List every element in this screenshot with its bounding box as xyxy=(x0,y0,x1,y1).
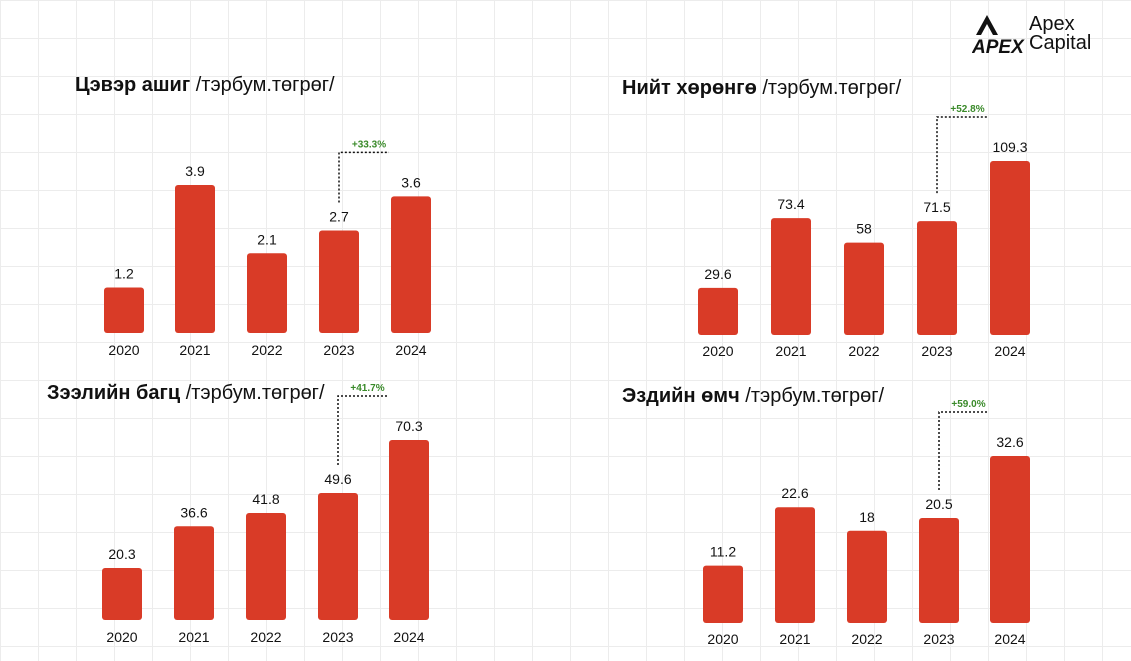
x-tick-2020: 2020 xyxy=(707,631,738,647)
chart-title-text: Зээлийн багц xyxy=(47,382,181,404)
x-tick-2020: 2020 xyxy=(108,342,139,358)
x-tick-2021: 2021 xyxy=(775,343,806,359)
value-label-2023: 2.7 xyxy=(329,209,349,225)
bar-2023 xyxy=(917,221,957,335)
x-tick-2022: 2022 xyxy=(251,342,282,358)
value-label-2020: 11.2 xyxy=(710,544,736,560)
brand-line-2: Capital xyxy=(1029,32,1092,54)
growth-bracket xyxy=(337,395,387,466)
bar-2024 xyxy=(389,440,429,620)
bar-2023 xyxy=(318,493,358,620)
value-label-2022: 2.1 xyxy=(257,231,277,247)
bar-2021 xyxy=(174,526,214,620)
bar-2022 xyxy=(847,530,887,623)
bar-2021 xyxy=(771,218,811,335)
x-tick-2023: 2023 xyxy=(921,343,952,359)
value-label-2023: 49.6 xyxy=(324,471,351,487)
chart-title-net-profit: Цэвэр ашиг /тэрбум.төгрөг/ xyxy=(75,74,335,97)
chart-title-text: Эздийн өмч xyxy=(622,385,740,407)
value-label-2024: 109.3 xyxy=(992,139,1027,155)
x-tick-2024: 2024 xyxy=(393,629,424,645)
chart-title-loan-portfolio: Зээлийн багц /тэрбум.төгрөг/ xyxy=(47,382,325,405)
x-tick-2022: 2022 xyxy=(250,629,281,645)
value-label-2021: 73.4 xyxy=(777,196,804,212)
value-label-2023: 20.5 xyxy=(925,496,952,512)
x-tick-2021: 2021 xyxy=(179,342,210,358)
growth-label: +33.3% xyxy=(352,139,386,150)
brand-name: Apex Capital xyxy=(1029,13,1092,54)
bar-2024 xyxy=(391,196,431,333)
bar-2024 xyxy=(990,161,1030,335)
x-tick-2020: 2020 xyxy=(106,629,137,645)
chart-title-unit: /тэрбум.төгрөг/ xyxy=(185,382,325,404)
bar-2022 xyxy=(246,512,286,620)
bar-2023 xyxy=(319,230,359,333)
value-label-2020: 1.2 xyxy=(114,265,134,281)
growth-label: +52.8% xyxy=(950,104,984,115)
apex-capital-logo: APEX Apex Capital xyxy=(971,13,1112,59)
value-label-2022: 41.8 xyxy=(252,491,279,507)
value-label-2021: 3.9 xyxy=(185,163,205,179)
x-tick-2024: 2024 xyxy=(994,631,1025,647)
value-label-2021: 36.6 xyxy=(180,504,207,520)
bar-2024 xyxy=(990,456,1030,623)
chart-title-equity: Эздийн өмч /тэрбум.төгрөг/ xyxy=(622,385,884,408)
value-label-2020: 20.3 xyxy=(108,546,135,562)
value-label-2020: 29.6 xyxy=(704,266,731,282)
chart-title-total-assets: Нийт хөрөнгө /тэрбум.төгрөг/ xyxy=(622,77,901,100)
x-tick-2023: 2023 xyxy=(322,629,353,645)
bar-2022 xyxy=(844,242,884,335)
apex-logo-wordmark: APEX xyxy=(972,37,1025,57)
x-tick-2024: 2024 xyxy=(395,342,426,358)
bar-2020 xyxy=(703,565,743,623)
chart-title-unit: /тэрбум.төгрөг/ xyxy=(762,77,902,99)
bar-2020 xyxy=(104,287,144,333)
bar-2021 xyxy=(175,185,215,333)
growth-bracket xyxy=(936,116,988,194)
bar-2021 xyxy=(775,507,815,623)
x-tick-2022: 2022 xyxy=(848,343,879,359)
chart-title-text: Цэвэр ашиг xyxy=(75,74,191,96)
bar-2020 xyxy=(102,568,142,620)
x-tick-2021: 2021 xyxy=(779,631,810,647)
growth-label: +41.7% xyxy=(350,383,384,394)
bar-2023 xyxy=(919,517,959,623)
x-tick-2021: 2021 xyxy=(178,629,209,645)
value-label-2024: 32.6 xyxy=(996,434,1023,450)
x-tick-2024: 2024 xyxy=(994,343,1025,359)
value-label-2022: 18 xyxy=(859,509,875,525)
chart-total-assets: 29.6 2020 73.4 2021 58 2022 71.5 2023 109.3 2024 +… xyxy=(698,104,1030,359)
growth-bracket xyxy=(338,151,389,203)
x-tick-2020: 2020 xyxy=(702,343,733,359)
value-label-2023: 71.5 xyxy=(923,199,950,215)
x-tick-2023: 2023 xyxy=(323,342,354,358)
chart-title-unit: /тэрбум.төгрөг/ xyxy=(745,385,885,407)
bar-2020 xyxy=(698,287,738,335)
growth-label: +59.0% xyxy=(951,399,985,410)
growth-bracket xyxy=(938,411,988,490)
chart-net-profit: 1.2 2020 3.9 2021 2.1 2022 2.7 2023 3.6 2024 +33.3… xyxy=(104,139,431,358)
chart-loan-portfolio: 20.3 2020 36.6 2021 41.8 2022 49.6 2023 70.3 2024… xyxy=(102,383,429,645)
chart-title-unit: /тэрбум.төгрөг/ xyxy=(195,74,335,96)
chart-title-text: Нийт хөрөнгө xyxy=(622,77,757,99)
value-label-2021: 22.6 xyxy=(781,485,808,501)
value-label-2024: 70.3 xyxy=(395,418,422,434)
bar-2022 xyxy=(247,253,287,333)
apex-logo-mark: APEX xyxy=(971,15,1025,58)
chart-equity: 11.2 2020 22.6 2021 18 2022 20.5 2023 32.6 2024 +5… xyxy=(703,399,1030,647)
value-label-2022: 58 xyxy=(856,221,872,237)
value-label-2024: 3.6 xyxy=(401,174,421,190)
x-tick-2022: 2022 xyxy=(851,631,882,647)
x-tick-2023: 2023 xyxy=(923,631,954,647)
brand-line-1: Apex xyxy=(1029,13,1075,35)
